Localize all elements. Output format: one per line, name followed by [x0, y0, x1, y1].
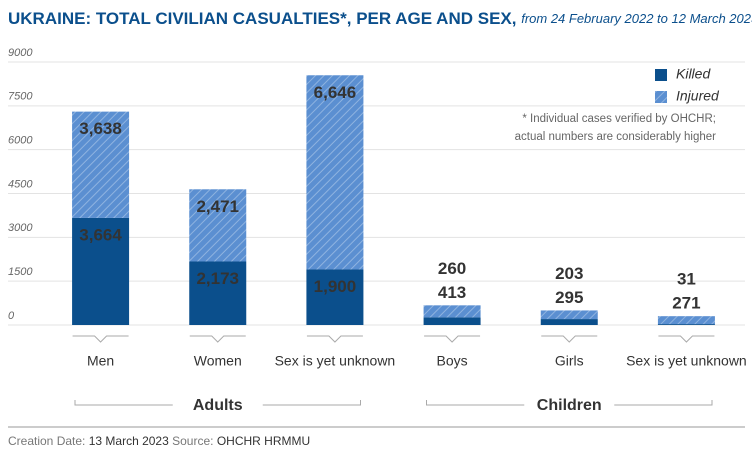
title: UKRAINE: TOTAL CIVILIAN CASUALTIES*, PER…	[8, 9, 516, 28]
category-bracket	[541, 335, 598, 343]
value-label: 31	[677, 270, 696, 289]
footer-label: Creation Date:	[8, 434, 85, 448]
bar-segment	[306, 269, 364, 325]
category-bracket	[424, 335, 481, 343]
value-label: 2,471	[196, 197, 239, 216]
x-tick-label: Girls	[555, 353, 584, 369]
bar-segment	[657, 324, 715, 325]
legend-swatch	[655, 69, 667, 81]
group-label-bg	[524, 395, 615, 415]
note: * Individual cases verified by OHCHR;	[522, 113, 716, 125]
y-tick-label: 0	[8, 310, 15, 322]
x-tick-label: Women	[194, 353, 242, 369]
x-tick-label: Boys	[437, 353, 468, 369]
bar-segment	[189, 261, 247, 325]
group-label: Children	[537, 397, 602, 414]
y-tick-label: 7500	[8, 91, 33, 103]
x-tick-label: Men	[87, 353, 114, 369]
bar-segment	[423, 305, 481, 318]
value-label: 1,900	[314, 277, 357, 296]
value-label: 3,664	[79, 225, 122, 244]
category-bracket	[72, 335, 129, 343]
bar-segment	[189, 189, 247, 262]
value-label: 413	[438, 283, 466, 302]
legend-swatch	[655, 91, 667, 103]
footer-label: Source:	[172, 434, 213, 448]
category-bracket	[306, 335, 363, 343]
value-label: 6,646	[314, 83, 357, 102]
x-tick-label: Sex is yet unknown	[275, 353, 396, 369]
subtitle: from 24 February 2022 to 12 March 2023	[521, 11, 752, 26]
value-label: 3,638	[79, 119, 122, 138]
value-label: 271	[672, 294, 700, 313]
value-label: 203	[555, 264, 583, 283]
group-label-bg	[172, 395, 263, 415]
legend-label: Killed	[676, 66, 711, 82]
bar-segment	[306, 75, 364, 270]
group-label: Adults	[193, 397, 243, 414]
y-tick-label: 3000	[8, 222, 33, 234]
y-tick-label: 1500	[8, 266, 33, 278]
y-tick-label: 6000	[8, 135, 33, 147]
footer-value: 13 March 2023	[89, 434, 169, 448]
bar-segment	[72, 111, 130, 218]
category-bracket	[658, 335, 715, 343]
value-label: 260	[438, 259, 466, 278]
note: actual numbers are considerably higher	[515, 131, 717, 143]
y-tick-label: 4500	[8, 178, 33, 190]
bar-segment	[657, 316, 715, 325]
bar-segment	[423, 317, 481, 325]
legend-label: Injured	[676, 88, 720, 104]
category-bracket	[189, 335, 246, 343]
bar-segment	[540, 319, 598, 325]
x-tick-label: Sex is yet unknown	[626, 353, 747, 369]
value-label: 2,173	[196, 269, 239, 288]
chart-title: UKRAINE: TOTAL CIVILIAN CASUALTIES*, PER…	[8, 9, 752, 28]
footer-value: OHCHR HRMMU	[217, 434, 310, 448]
value-label: 295	[555, 288, 583, 307]
bar-segment	[540, 310, 598, 320]
bar-segment	[72, 217, 130, 325]
y-tick-label: 9000	[8, 47, 33, 59]
footer: Creation Date: 13 March 2023 Source: OHC…	[8, 434, 310, 448]
